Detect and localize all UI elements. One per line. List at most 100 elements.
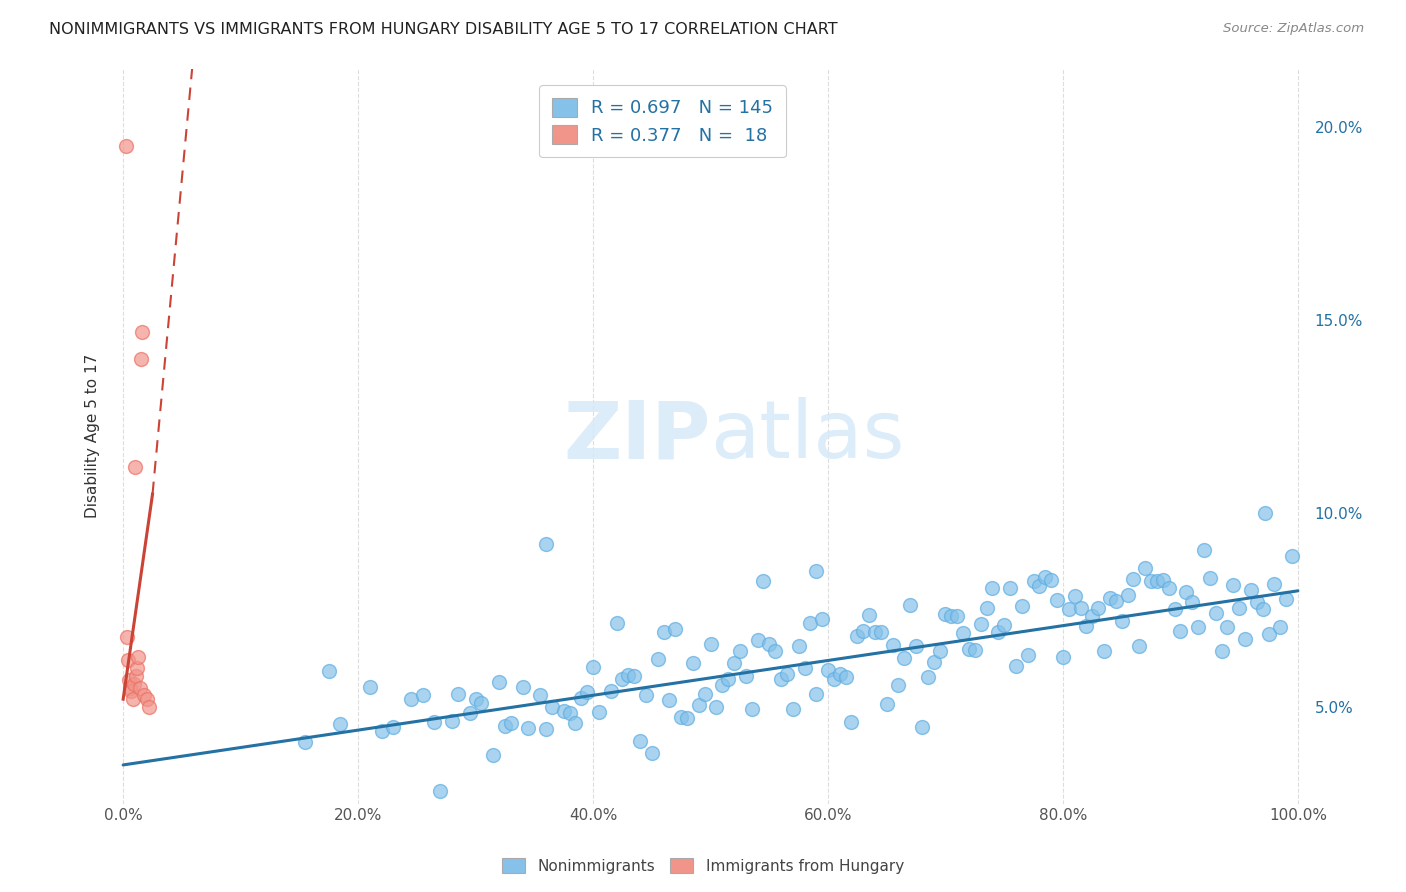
Point — [124, 460, 146, 475]
Point — [664, 622, 686, 636]
Point — [1076, 618, 1098, 632]
Point — [1122, 572, 1144, 586]
Point — [963, 643, 986, 657]
Point — [717, 672, 740, 686]
Point — [1205, 606, 1227, 620]
Point — [569, 691, 592, 706]
Point — [128, 681, 150, 695]
Point — [120, 681, 142, 695]
Point — [1157, 581, 1180, 595]
Point — [1140, 574, 1163, 588]
Point — [763, 644, 786, 658]
Point — [131, 325, 153, 339]
Point — [823, 672, 845, 686]
Point — [1070, 601, 1092, 615]
Point — [382, 720, 405, 734]
Point — [1270, 620, 1292, 634]
Point — [981, 581, 1004, 595]
Point — [1052, 650, 1074, 665]
Point — [846, 629, 869, 643]
Point — [412, 688, 434, 702]
Point — [728, 644, 751, 658]
Point — [129, 351, 152, 366]
Point — [1240, 582, 1263, 597]
Point — [1011, 599, 1033, 614]
Point — [993, 618, 1015, 632]
Point — [806, 687, 828, 701]
Point — [898, 598, 921, 612]
Point — [534, 537, 557, 551]
Point — [541, 700, 564, 714]
Point — [752, 574, 775, 588]
Point — [741, 702, 763, 716]
Y-axis label: Disability Age 5 to 17: Disability Age 5 to 17 — [86, 354, 100, 518]
Point — [138, 699, 160, 714]
Point — [1163, 602, 1185, 616]
Point — [723, 656, 745, 670]
Point — [676, 711, 699, 725]
Point — [447, 687, 470, 701]
Point — [582, 659, 605, 673]
Point — [628, 734, 651, 748]
Point — [1192, 543, 1215, 558]
Point — [122, 676, 145, 690]
Point — [922, 656, 945, 670]
Point — [512, 681, 534, 695]
Text: NONIMMIGRANTS VS IMMIGRANTS FROM HUNGARY DISABILITY AGE 5 TO 17 CORRELATION CHAR: NONIMMIGRANTS VS IMMIGRANTS FROM HUNGARY… — [49, 22, 838, 37]
Point — [652, 625, 675, 640]
Point — [658, 693, 681, 707]
Point — [998, 581, 1021, 595]
Point — [799, 616, 821, 631]
Point — [429, 784, 451, 798]
Point — [558, 706, 581, 720]
Point — [1187, 620, 1209, 634]
Point — [121, 692, 143, 706]
Point — [534, 722, 557, 736]
Point — [782, 702, 804, 716]
Point — [612, 672, 634, 686]
Point — [118, 673, 141, 687]
Point — [747, 632, 769, 647]
Point — [1092, 644, 1115, 658]
Point — [318, 664, 340, 678]
Point — [976, 601, 998, 615]
Text: Source: ZipAtlas.com: Source: ZipAtlas.com — [1223, 22, 1364, 36]
Point — [329, 717, 352, 731]
Point — [1128, 639, 1150, 653]
Point — [135, 692, 157, 706]
Point — [811, 612, 834, 626]
Point — [863, 624, 886, 639]
Point — [482, 747, 505, 762]
Point — [688, 698, 710, 712]
Point — [359, 680, 381, 694]
Point — [1216, 620, 1239, 634]
Point — [806, 565, 828, 579]
Point — [1254, 507, 1277, 521]
Point — [1170, 624, 1192, 638]
Point — [564, 716, 586, 731]
Text: atlas: atlas — [710, 397, 905, 475]
Point — [1263, 577, 1285, 591]
Point — [941, 609, 963, 624]
Point — [952, 626, 974, 640]
Point — [499, 716, 522, 731]
Point — [1105, 593, 1128, 607]
Point — [1063, 589, 1085, 603]
Point — [793, 661, 815, 675]
Point — [1227, 600, 1250, 615]
Point — [1057, 602, 1080, 616]
Point — [120, 684, 142, 698]
Text: ZIP: ZIP — [564, 397, 710, 475]
Point — [588, 705, 610, 719]
Point — [834, 670, 856, 684]
Point — [470, 697, 492, 711]
Point — [917, 670, 939, 684]
Point — [1040, 573, 1063, 587]
Point — [125, 669, 148, 683]
Point — [1081, 609, 1104, 624]
Point — [876, 697, 898, 711]
Point — [882, 638, 904, 652]
Point — [623, 669, 645, 683]
Point — [458, 706, 481, 720]
Point — [852, 624, 875, 639]
